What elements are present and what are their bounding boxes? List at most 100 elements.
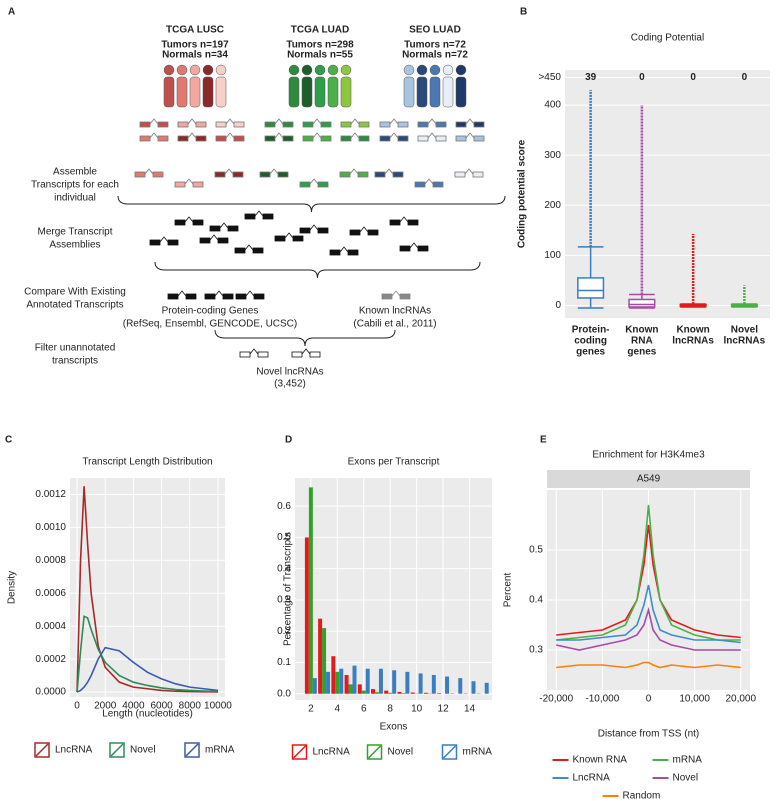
x-tick-label: Known [676, 325, 709, 336]
result-count: (3,452) [274, 379, 306, 390]
exon [192, 219, 204, 226]
person-body [442, 76, 454, 108]
intron [209, 234, 219, 241]
cohort-normals: Normals n=72 [402, 50, 468, 61]
count-label: 39 [585, 72, 597, 83]
exon [435, 121, 447, 128]
source-name: Known lncRNAs [359, 306, 431, 317]
series-line [556, 584, 741, 644]
person-head [429, 64, 441, 76]
x-tick-label: 2 [308, 704, 314, 715]
exon [264, 135, 276, 142]
y-tick-label: >450 [538, 72, 561, 83]
bar [365, 668, 370, 694]
x-tick-label: RNA [631, 336, 653, 347]
intron [339, 246, 349, 253]
cohort-tumors: Tumors n=298 [286, 40, 354, 51]
exon [392, 171, 404, 178]
x-tick-label: 0 [74, 701, 80, 712]
exon [277, 171, 289, 178]
legend-label: Random [623, 791, 661, 801]
legend-label: Known RNA [573, 755, 628, 766]
intron [144, 168, 154, 175]
intron [349, 168, 359, 175]
bar [335, 671, 340, 694]
exon [374, 171, 386, 178]
person-head [314, 64, 326, 76]
y-axis-label: Density [7, 571, 18, 604]
exon [257, 351, 269, 358]
person-body [416, 76, 428, 108]
legend-key [110, 743, 124, 757]
x-tick-label: 12 [438, 704, 450, 715]
intron [184, 178, 194, 185]
y-tick-label: 0.4 [277, 563, 291, 574]
y-tick-label: 0.0002 [35, 654, 66, 665]
exon [195, 135, 207, 142]
x-axis-label: Exons [380, 722, 408, 733]
exon [473, 135, 485, 142]
exon [291, 351, 303, 358]
series-line [556, 661, 741, 669]
bar [348, 684, 353, 694]
y-tick-label: 0.0010 [35, 522, 66, 533]
y-tick-label: 300 [544, 150, 561, 161]
exon [139, 121, 151, 128]
exon [432, 181, 444, 188]
x-tick-label: coding [574, 336, 607, 347]
intron [214, 290, 224, 297]
step-label: Compare With Existing [24, 287, 126, 298]
exon [282, 121, 294, 128]
intron [244, 244, 254, 251]
exon [473, 121, 485, 128]
panel-letter: B [520, 7, 527, 18]
y-tick-label: 0.0008 [35, 555, 66, 566]
y-tick-label: 0.5 [277, 532, 291, 543]
exon [227, 225, 239, 232]
intron [187, 118, 197, 125]
x-tick-label: 8000 [179, 701, 202, 712]
legend-label: Novel [388, 747, 414, 758]
intron [350, 132, 360, 139]
exon [455, 121, 467, 128]
intron [225, 132, 235, 139]
intron [225, 118, 235, 125]
person-body [189, 76, 201, 108]
exon [309, 351, 321, 358]
step-label: Merge Transcript [37, 227, 112, 238]
cohort-name: TCGA LUSC [166, 25, 224, 36]
step-label: Transcripts for each [31, 180, 119, 191]
person-head [301, 64, 313, 76]
exon [454, 171, 466, 178]
chart-title: Exons per Transcript [348, 457, 440, 468]
panel-letter: A [8, 7, 15, 18]
person-head [340, 64, 352, 76]
bar [397, 691, 402, 694]
exon [167, 239, 179, 246]
exon [358, 135, 370, 142]
chart-title: Coding Potential [631, 33, 704, 44]
intron [384, 168, 394, 175]
intron [409, 242, 419, 249]
person-body [288, 76, 300, 108]
y-tick-label: 0.4 [529, 595, 543, 606]
exon [358, 121, 370, 128]
legend-label: Novel [130, 745, 156, 756]
bar [418, 673, 423, 694]
x-tick-label: 20,000 [725, 694, 756, 705]
intron [359, 226, 369, 233]
box [628, 298, 656, 308]
y-tick-label: 0.0006 [35, 588, 66, 599]
bar [405, 671, 410, 694]
intron [464, 168, 474, 175]
legend-label: mRNA [463, 747, 493, 758]
source-detail: (Cabili et al., 2011) [353, 319, 436, 330]
panel-letter: C [5, 435, 12, 446]
intron [254, 210, 264, 217]
intron [427, 132, 437, 139]
intron [389, 132, 399, 139]
exon [299, 181, 311, 188]
exon [199, 237, 211, 244]
bar [312, 678, 317, 694]
y-tick-label: 0.2 [277, 626, 291, 637]
